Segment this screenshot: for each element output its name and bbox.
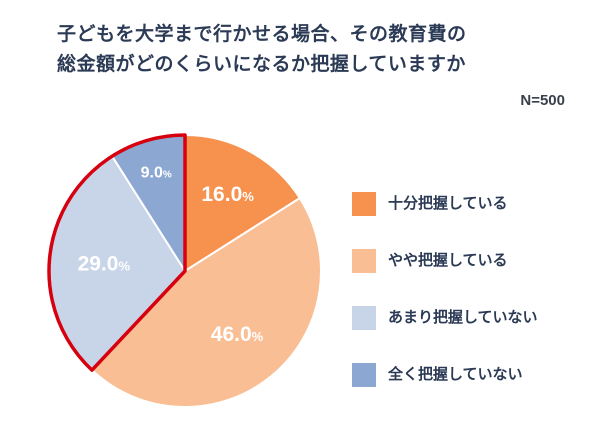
pie-slice-value-label: 9.0% [141,164,172,181]
legend: 十分把握している やや把握しているあまり把握していない 全く把握していない [352,192,538,387]
highlight-outline [47,133,187,372]
legend-item-4: 全く把握していない [352,363,538,387]
legend-label: やや把握している [388,252,508,269]
legend-item-3: あまり把握していない [352,306,538,330]
legend-label: 十分把握している [388,195,508,212]
chart-title-line2: 総金額がどのくらいになるか把握していますか [57,54,466,75]
legend-item-1: 十分把握している [352,192,538,216]
legend-item-2: やや把握している [352,249,538,273]
legend-label: 全く把握していない [388,366,523,383]
sample-size-label: N=500 [520,92,565,109]
legend-swatch [352,306,376,330]
chart-title: 子どもを大学まで行かせる場合、その教育費の 総金額がどのくらいになるか把握してい… [57,20,557,80]
legend-swatch [352,249,376,273]
pie-chart: 16.0% 46.0% 29.0% 9.0% [25,122,365,432]
legend-swatch [352,363,376,387]
legend-label: あまり把握していない [388,309,538,326]
pie-slice-value-label: 29.0% [78,253,131,276]
pie-chart-svg: 16.0% 46.0% 29.0% 9.0% [47,133,323,408]
pie-slice-1 [184,134,301,272]
legend-swatch [352,192,376,216]
pie-slice-value-label: 16.0% [201,183,254,206]
chart-title-line1: 子どもを大学まで行かせる場合、その教育費の [57,24,467,45]
pie-slice-value-label: 46.0% [211,323,264,346]
pie-slice-2 [90,197,323,408]
